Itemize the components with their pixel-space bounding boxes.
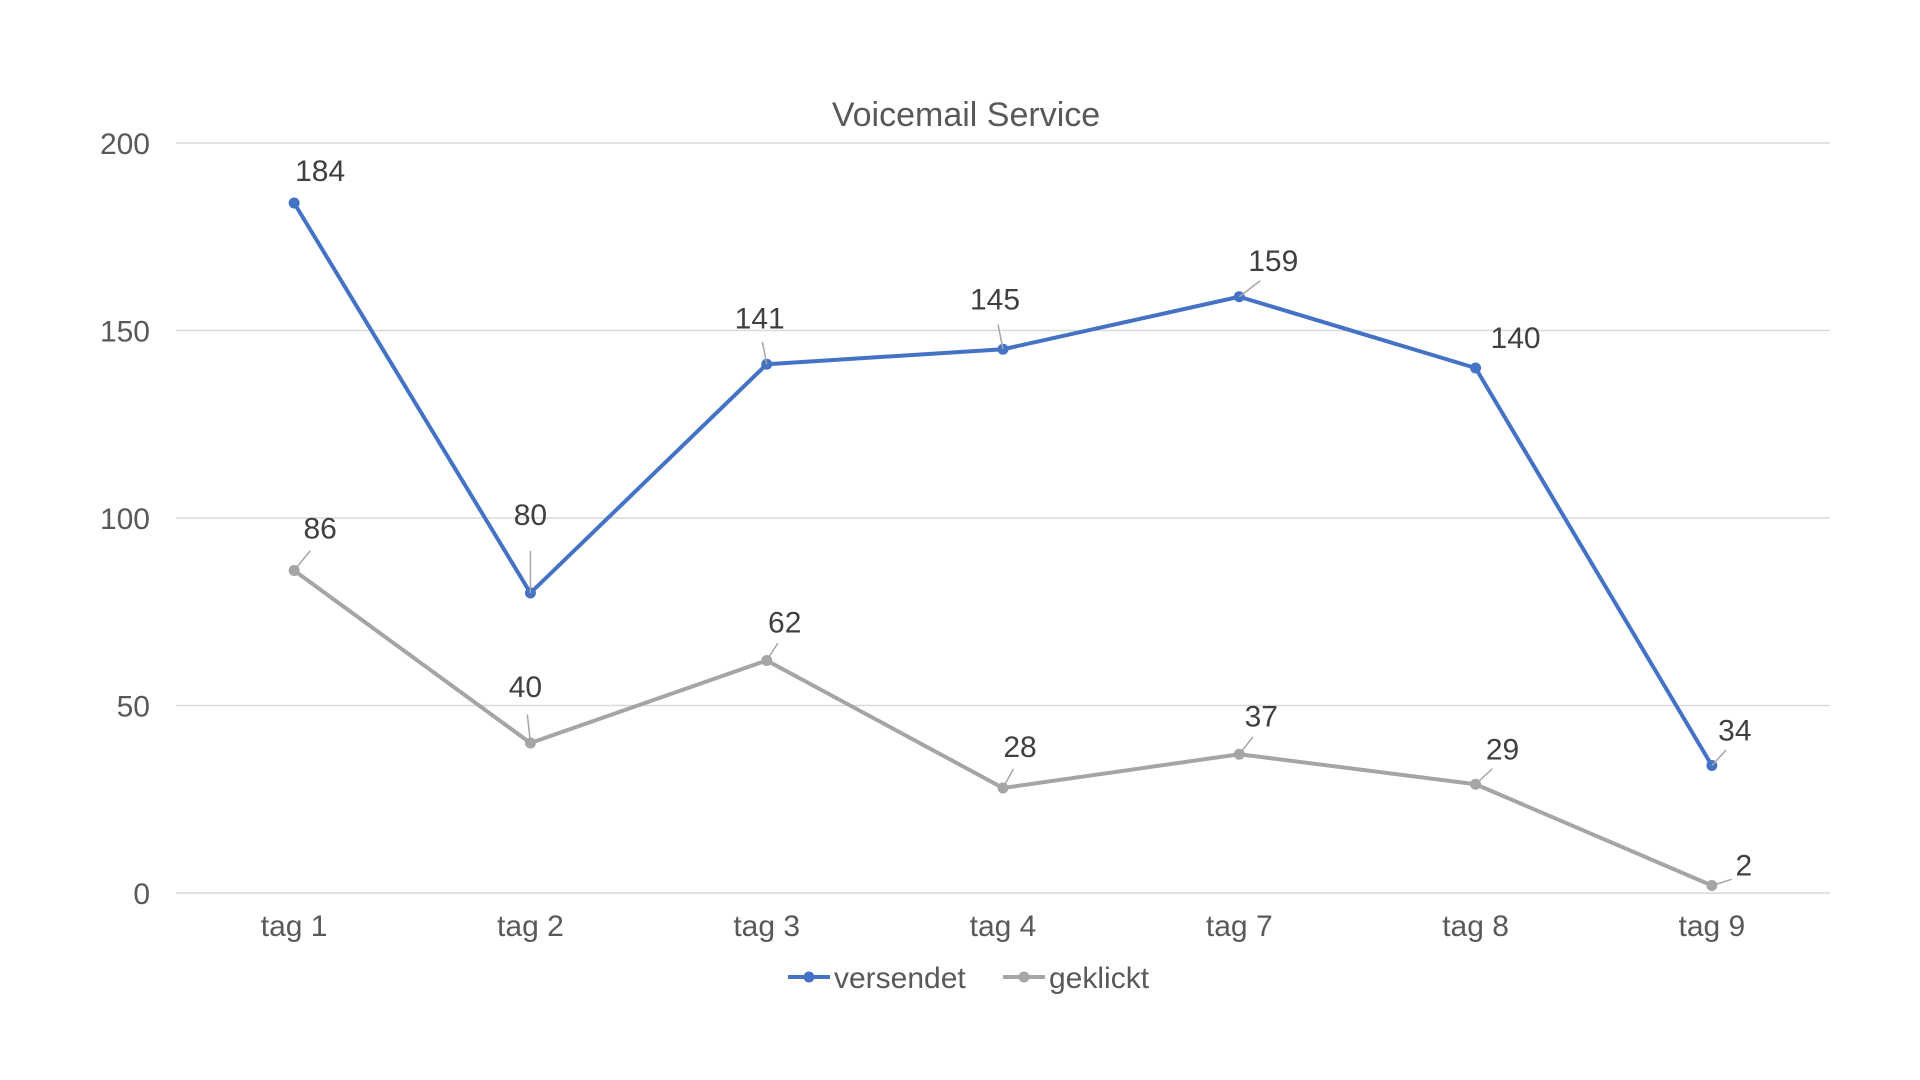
gridlines	[176, 142, 1830, 894]
data-label-geklickt: 28	[1003, 731, 1036, 764]
legend-label-geklickt: geklickt	[1049, 962, 1150, 995]
legend-swatch-marker	[1018, 971, 1030, 983]
data-point-versendet	[1470, 362, 1482, 374]
legend: versendet geklickt	[788, 962, 1150, 995]
x-tick-label: tag 4	[970, 910, 1037, 943]
data-label-versendet: 34	[1718, 715, 1751, 748]
y-tick-label: 0	[133, 878, 150, 911]
data-label-leader	[1002, 768, 1015, 789]
data-label-geklickt: 37	[1245, 700, 1278, 733]
x-tick-label: tag 7	[1206, 910, 1273, 943]
legend-swatch-marker	[803, 971, 815, 983]
y-tick-label: 150	[100, 316, 150, 349]
data-label-geklickt: 40	[509, 671, 542, 704]
data-label-versendet: 159	[1248, 245, 1298, 278]
data-label-leader	[1238, 280, 1261, 298]
data-label-leader	[766, 642, 779, 661]
data-label-leader	[1711, 878, 1732, 887]
data-label-geklickt: 2	[1736, 850, 1753, 883]
series-line-geklickt	[292, 568, 1714, 888]
data-label-versendet: 145	[970, 283, 1020, 316]
data-label-leader	[1238, 736, 1254, 755]
data-label-versendet: 141	[735, 302, 785, 335]
data-label-versendet: 184	[295, 155, 345, 188]
y-tick-label: 100	[100, 503, 150, 536]
x-tick-label: tag 1	[261, 910, 328, 943]
x-tick-label: tag 9	[1678, 910, 1745, 943]
y-axis-ticks: 0 50 100 150 200	[100, 128, 150, 911]
data-label-leader	[761, 341, 768, 365]
data-label-leader	[997, 324, 1004, 350]
data-labels: 184 80 141 145 159 140 34 86 40 62 28 37 29 2	[293, 155, 1753, 887]
data-label-versendet: 80	[514, 499, 547, 532]
chart-title: Voicemail Service	[832, 96, 1100, 134]
x-axis-ticks: tag 1 tag 2 tag 3 tag 4 tag 7 tag 8 tag 9	[261, 910, 1745, 943]
data-label-leader	[1475, 768, 1493, 785]
data-label-versendet: 140	[1491, 322, 1541, 355]
x-tick-label: tag 3	[733, 910, 800, 943]
data-label-leader	[293, 550, 311, 571]
data-point-versendet	[288, 197, 300, 209]
x-tick-label: tag 8	[1442, 910, 1509, 943]
data-label-leader	[1711, 749, 1727, 767]
data-label-geklickt: 62	[768, 607, 801, 640]
x-tick-label: tag 2	[497, 910, 564, 943]
data-label-leader	[526, 714, 532, 744]
data-label-geklickt: 29	[1486, 733, 1519, 766]
data-label-geklickt: 86	[303, 513, 336, 546]
legend-label-versendet: versendet	[834, 962, 966, 995]
y-tick-label: 50	[117, 691, 150, 724]
y-tick-label: 200	[100, 128, 150, 161]
